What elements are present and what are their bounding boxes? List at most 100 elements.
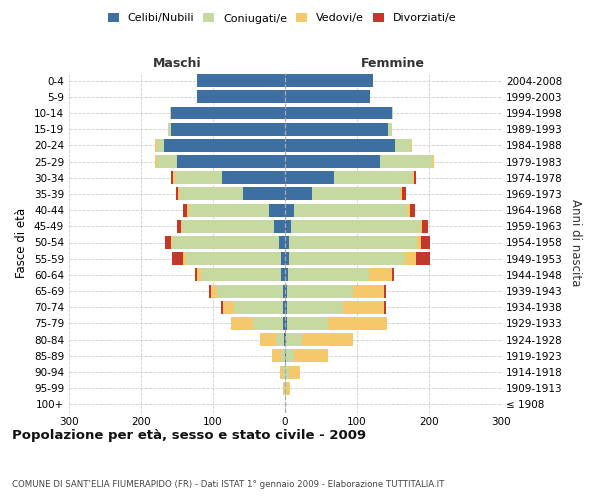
Bar [302, 333, 353, 346]
Bar [269, 204, 285, 216]
Bar [171, 122, 285, 136]
Bar [184, 204, 187, 216]
Text: Popolazione per età, sesso e stato civile - 2009: Popolazione per età, sesso e stato civil… [12, 430, 366, 442]
Bar [170, 106, 171, 120]
Bar [328, 317, 387, 330]
Bar [419, 220, 422, 233]
Text: Femmine: Femmine [361, 57, 425, 70]
Bar [195, 268, 197, 281]
Bar [284, 382, 285, 394]
Bar [281, 268, 285, 281]
Bar [411, 139, 412, 152]
Bar [165, 236, 170, 249]
Bar [286, 350, 295, 362]
Text: Maschi: Maschi [152, 57, 202, 70]
Bar [155, 139, 157, 152]
Bar [292, 220, 419, 233]
Bar [285, 382, 286, 394]
Bar [172, 252, 184, 265]
Bar [243, 188, 285, 200]
Bar [285, 220, 292, 233]
Bar [285, 188, 313, 200]
Bar [287, 301, 343, 314]
Bar [285, 284, 287, 298]
Bar [284, 333, 285, 346]
Bar [313, 188, 400, 200]
Bar [234, 301, 283, 314]
Bar [285, 252, 289, 265]
Bar [278, 236, 285, 249]
Bar [221, 301, 223, 314]
Bar [187, 204, 188, 216]
Bar [286, 382, 290, 394]
Bar [285, 268, 288, 281]
Bar [164, 139, 285, 152]
Bar [173, 172, 175, 184]
Bar [395, 139, 411, 152]
Bar [353, 284, 383, 298]
Bar [285, 74, 373, 87]
Bar [171, 106, 285, 120]
Bar [407, 204, 410, 216]
Bar [280, 366, 283, 378]
Bar [422, 220, 428, 233]
Bar [217, 284, 283, 298]
Bar [287, 284, 353, 298]
Bar [281, 252, 285, 265]
Bar [380, 155, 432, 168]
Bar [170, 236, 172, 249]
Bar [285, 350, 286, 362]
Bar [231, 317, 253, 330]
Bar [285, 106, 392, 120]
Bar [289, 252, 405, 265]
Bar [412, 172, 414, 184]
Bar [176, 188, 178, 200]
Bar [272, 350, 281, 362]
Bar [184, 252, 185, 265]
Bar [388, 122, 392, 136]
Bar [209, 284, 211, 298]
Bar [157, 155, 177, 168]
Bar [169, 122, 171, 136]
Bar [285, 172, 334, 184]
Bar [172, 236, 278, 249]
Bar [178, 188, 180, 200]
Bar [283, 317, 285, 330]
Bar [285, 366, 289, 378]
Bar [221, 172, 285, 184]
Bar [155, 155, 157, 168]
Legend: Celibi/Nubili, Coniugati/e, Vedovi/e, Divorziati/e: Celibi/Nubili, Coniugati/e, Vedovi/e, Di… [107, 13, 457, 24]
Text: COMUNE DI SANT'ELIA FIUMERAPIDO (FR) - Dati ISTAT 1° gennaio 2009 - Elaborazione: COMUNE DI SANT'ELIA FIUMERAPIDO (FR) - D… [12, 480, 445, 489]
Bar [416, 252, 430, 265]
Bar [289, 366, 300, 378]
Bar [285, 139, 395, 152]
Bar [283, 366, 285, 378]
Bar [177, 220, 181, 233]
Bar [171, 172, 173, 184]
Bar [368, 268, 392, 281]
Bar [285, 155, 380, 168]
Bar [253, 317, 283, 330]
Bar [177, 155, 285, 168]
Y-axis label: Anni di nascita: Anni di nascita [569, 199, 582, 286]
Bar [211, 284, 217, 298]
Bar [383, 284, 386, 298]
Bar [285, 301, 287, 314]
Y-axis label: Fasce di età: Fasce di età [16, 208, 28, 278]
Bar [421, 236, 430, 249]
Bar [197, 74, 285, 87]
Bar [182, 220, 274, 233]
Bar [185, 252, 281, 265]
Bar [281, 350, 285, 362]
Bar [197, 90, 285, 104]
Bar [288, 268, 368, 281]
Bar [157, 139, 164, 152]
Bar [289, 236, 418, 249]
Bar [286, 333, 302, 346]
Bar [293, 204, 407, 216]
Bar [400, 188, 403, 200]
Bar [432, 155, 434, 168]
Bar [181, 220, 182, 233]
Bar [201, 268, 281, 281]
Bar [295, 350, 328, 362]
